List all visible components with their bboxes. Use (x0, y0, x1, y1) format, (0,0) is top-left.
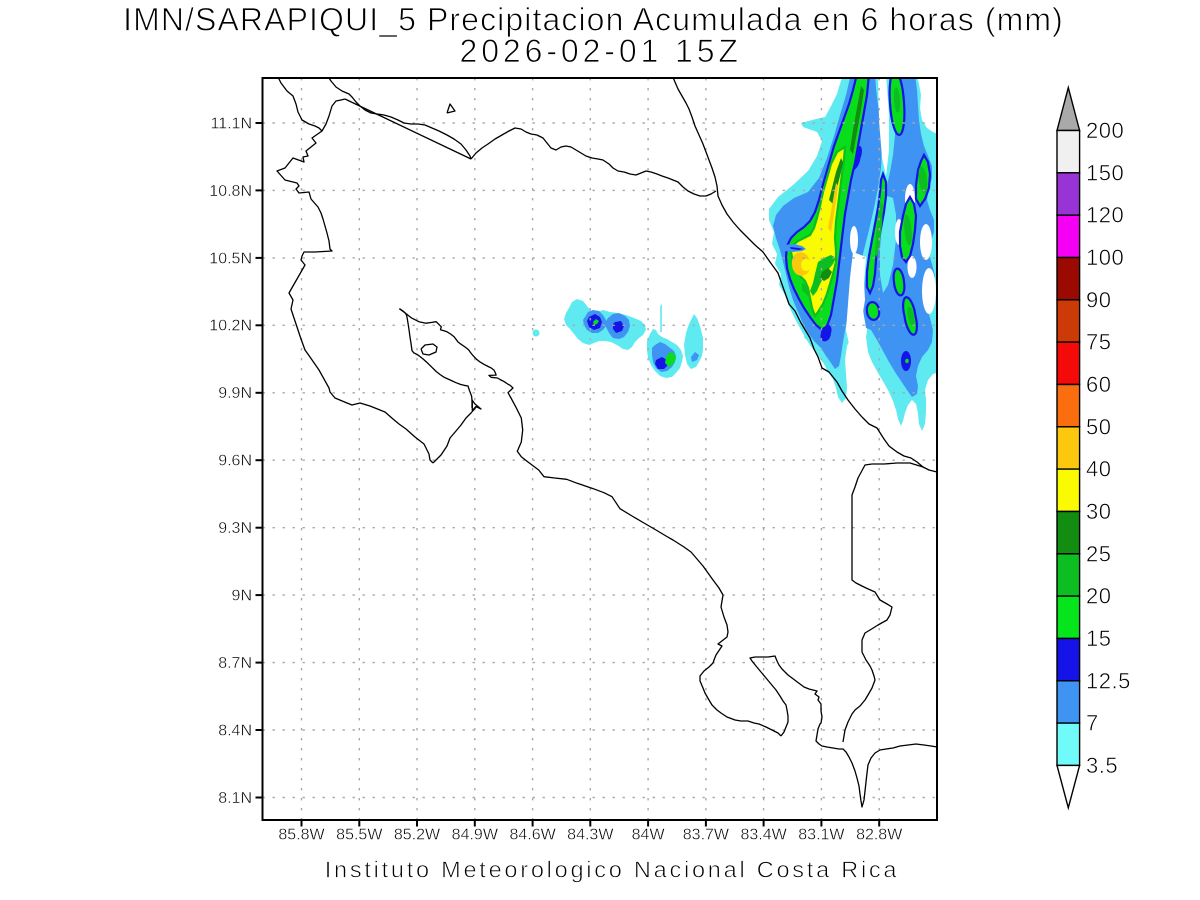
svg-text:11.1N: 11.1N (210, 115, 252, 132)
svg-text:9N: 9N (232, 588, 252, 605)
svg-text:15: 15 (1086, 626, 1111, 651)
svg-text:40: 40 (1086, 457, 1111, 482)
svg-text:25: 25 (1086, 541, 1111, 566)
svg-text:10.8N: 10.8N (209, 183, 252, 200)
svg-text:10.5N: 10.5N (209, 250, 252, 267)
svg-text:84.6W: 84.6W (509, 827, 556, 844)
svg-text:85.2W: 85.2W (394, 827, 441, 844)
svg-text:30: 30 (1086, 499, 1111, 524)
svg-text:2026-02-01 15Z: 2026-02-01 15Z (460, 33, 742, 69)
svg-text:100: 100 (1086, 245, 1124, 270)
svg-text:150: 150 (1086, 160, 1124, 185)
svg-text:200: 200 (1086, 118, 1124, 143)
svg-text:83.4W: 83.4W (740, 827, 787, 844)
svg-text:9.3N: 9.3N (218, 520, 252, 537)
svg-text:50: 50 (1086, 414, 1111, 439)
svg-text:84.9W: 84.9W (452, 827, 499, 844)
svg-text:83.1W: 83.1W (798, 827, 845, 844)
svg-text:20: 20 (1086, 584, 1111, 609)
svg-text:8.4N: 8.4N (218, 722, 252, 739)
svg-text:7: 7 (1086, 711, 1099, 736)
svg-text:3.5: 3.5 (1086, 753, 1118, 778)
svg-text:60: 60 (1086, 372, 1111, 397)
svg-text:83.7W: 83.7W (683, 827, 730, 844)
svg-text:Instituto Meteorologico Nacion: Instituto Meteorologico Nacional Costa R… (325, 857, 900, 883)
svg-text:82.8W: 82.8W (856, 827, 903, 844)
svg-text:85.8W: 85.8W (278, 827, 325, 844)
svg-text:12.5: 12.5 (1086, 668, 1131, 693)
svg-text:84.3W: 84.3W (567, 827, 614, 844)
svg-text:120: 120 (1086, 203, 1124, 228)
svg-text:8.1N: 8.1N (218, 790, 252, 807)
svg-text:8.7N: 8.7N (218, 655, 252, 672)
svg-text:9.6N: 9.6N (218, 453, 252, 470)
svg-text:84W: 84W (632, 827, 666, 844)
svg-text:10.2N: 10.2N (209, 318, 252, 335)
svg-text:9.9N: 9.9N (218, 385, 252, 402)
svg-text:85.5W: 85.5W (336, 827, 383, 844)
svg-text:75: 75 (1086, 330, 1111, 355)
svg-text:IMN/SARAPIQUI_5 Precipitacion: IMN/SARAPIQUI_5 Precipitacion Acumulada … (123, 2, 1064, 38)
svg-text:90: 90 (1086, 287, 1111, 312)
